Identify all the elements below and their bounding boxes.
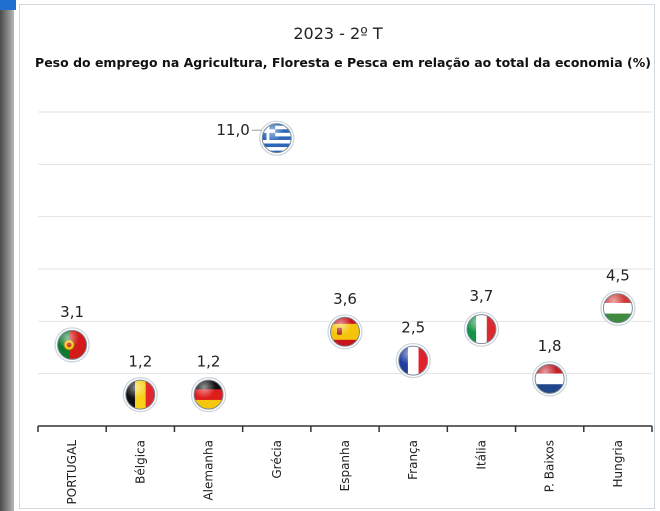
flag-belgium-icon [125, 379, 156, 410]
data-label: 11,0 [216, 121, 249, 139]
chart-frame [19, 4, 655, 509]
corner-tab [0, 0, 16, 10]
x-tick-label: França [406, 440, 420, 480]
data-label: 3,6 [333, 290, 357, 308]
data-point-spain [327, 314, 363, 350]
x-tick-label: PORTUGAL [65, 440, 79, 505]
flag-spain-icon [330, 316, 360, 347]
data-label: 1,2 [197, 353, 221, 371]
chart-subtitle: Peso do emprego na Agricultura, Floresta… [35, 55, 651, 70]
flag-france-icon [398, 345, 429, 376]
data-point-netherlands [532, 361, 568, 397]
x-tick-label: Itália [474, 440, 488, 470]
data-point-greece [259, 120, 295, 156]
flag-netherlands-icon [534, 363, 565, 394]
data-point-portugal [54, 327, 90, 363]
data-point-belgium [122, 377, 158, 413]
window-edge [0, 0, 14, 511]
data-label: 1,2 [128, 353, 152, 371]
data-label: 1,8 [538, 337, 562, 355]
chart-title: 2023 - 2º T [293, 24, 382, 43]
data-point-italy [463, 311, 500, 347]
flag-germany-icon [193, 379, 224, 410]
flag-portugal-icon [57, 329, 88, 360]
x-tick-label: Grécia [270, 440, 284, 479]
data-label: 3,1 [60, 303, 84, 321]
data-point-france [395, 342, 431, 379]
flag-italy-icon [466, 314, 497, 345]
x-tick-label: Bélgica [133, 440, 147, 484]
x-tick-label: Espanha [338, 440, 352, 491]
data-point-germany [190, 377, 227, 413]
data-label: 4,5 [606, 266, 630, 284]
x-tick-label: Hungria [611, 440, 625, 487]
x-tick-label: P. Baixos [543, 440, 557, 492]
data-label: 3,7 [470, 287, 494, 305]
flag-hungary-icon [602, 293, 633, 324]
flag-greece-icon [261, 123, 292, 154]
data-point-hungary [600, 290, 636, 326]
data-label: 2,5 [401, 319, 425, 337]
x-tick-label: Alemanha [202, 440, 216, 501]
